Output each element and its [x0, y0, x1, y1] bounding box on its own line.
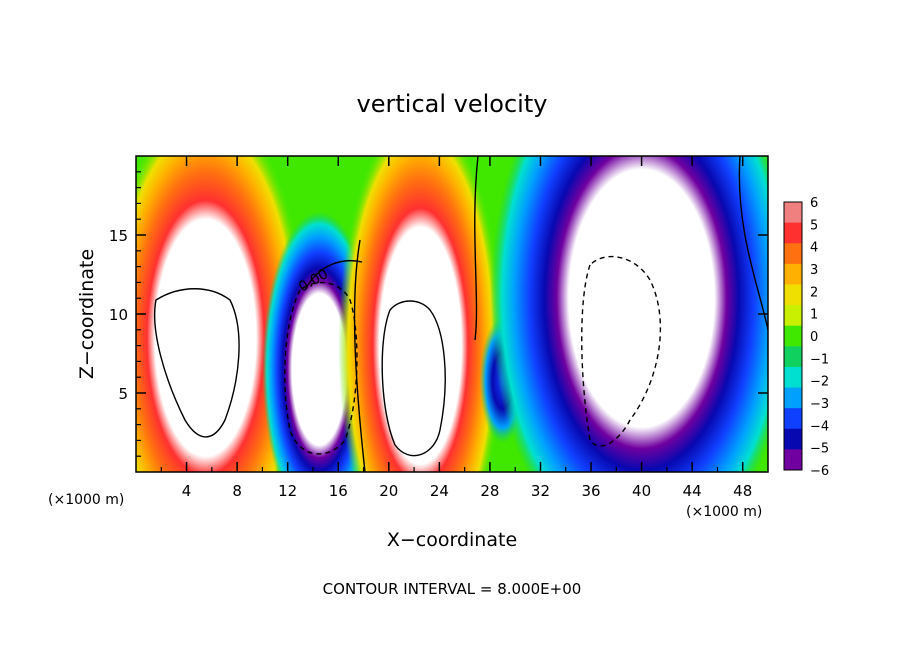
colorbar-swatch: [784, 305, 802, 327]
x-tick-label: 8: [232, 482, 242, 500]
y-axis-label: Z−coordinate: [76, 249, 98, 379]
velocity-cells: [136, 156, 768, 472]
x-tick-label: 20: [379, 482, 398, 500]
colorbar-label: 2: [810, 285, 818, 300]
y-tick-label: 5: [118, 385, 128, 403]
x-tick-label: 24: [430, 482, 449, 500]
colorbar-swatch: [784, 284, 802, 306]
chart-title: vertical velocity: [357, 90, 548, 118]
colorbar: 6 5 4 3 2 1 0 −1 −2 −3 −4 −5 −6: [783, 196, 829, 479]
x-tick-label: 16: [329, 482, 348, 500]
x-axis: 4 8 12 16 20 24 28 32 36 40 44 48: [160, 156, 752, 500]
x-tick-label: 44: [683, 482, 702, 500]
x-tick-label: 4: [182, 482, 192, 500]
colorbar-swatch: [784, 387, 802, 409]
velocity-cell-down: [489, 156, 768, 472]
x-tick-label: 32: [531, 482, 550, 500]
colorbar-swatch: [784, 202, 802, 224]
colorbar-label: 3: [810, 263, 818, 278]
colorbar-label: −1: [810, 352, 829, 367]
y-tick-label: 15: [109, 227, 128, 245]
x-tick-label: 12: [278, 482, 297, 500]
colorbar-label: 1: [810, 308, 818, 323]
x-tick-label: 28: [480, 482, 499, 500]
colorbar-swatch: [784, 428, 802, 450]
contour-interval-footer: CONTOUR INTERVAL = 8.000E+00: [323, 580, 582, 598]
x-tick-label: 36: [581, 482, 600, 500]
colorbar-swatch: [784, 449, 802, 471]
plot-area: [136, 156, 768, 472]
x-tick-label: 40: [632, 482, 651, 500]
contour-lines: [153, 156, 768, 472]
y-tick-label: 10: [109, 306, 128, 324]
colorbar-label: −4: [810, 419, 829, 434]
colorbar-label: 4: [810, 241, 818, 256]
colorbar-frame: [783, 201, 803, 471]
colorbar-label: 5: [810, 218, 818, 233]
colorbar-label: −6: [810, 464, 829, 479]
velocity-cell-up: [338, 156, 503, 472]
colorbar-swatch: [784, 346, 802, 368]
colorbar-label: 0: [810, 330, 818, 345]
x-unit-label-left: (×1000 m): [48, 492, 124, 508]
y-axis: 5 10 15: [109, 171, 768, 457]
colorbar-label: −2: [810, 375, 829, 390]
colorbar-swatch: [784, 243, 802, 265]
x-axis-label: X−coordinate: [387, 529, 517, 551]
colorbar-swatch: [784, 325, 802, 347]
colorbar-swatch: [784, 222, 802, 244]
colorbar-swatch: [784, 408, 802, 430]
x-tick-label: 48: [733, 482, 752, 500]
x-unit-label-right: (×1000 m): [686, 504, 762, 520]
colorbar-label: −3: [810, 397, 829, 412]
colorbar-label: 6: [810, 196, 818, 211]
colorbar-label: −5: [810, 442, 829, 457]
colorbar-swatch: [784, 263, 802, 285]
colorbar-swatch: [784, 366, 802, 389]
